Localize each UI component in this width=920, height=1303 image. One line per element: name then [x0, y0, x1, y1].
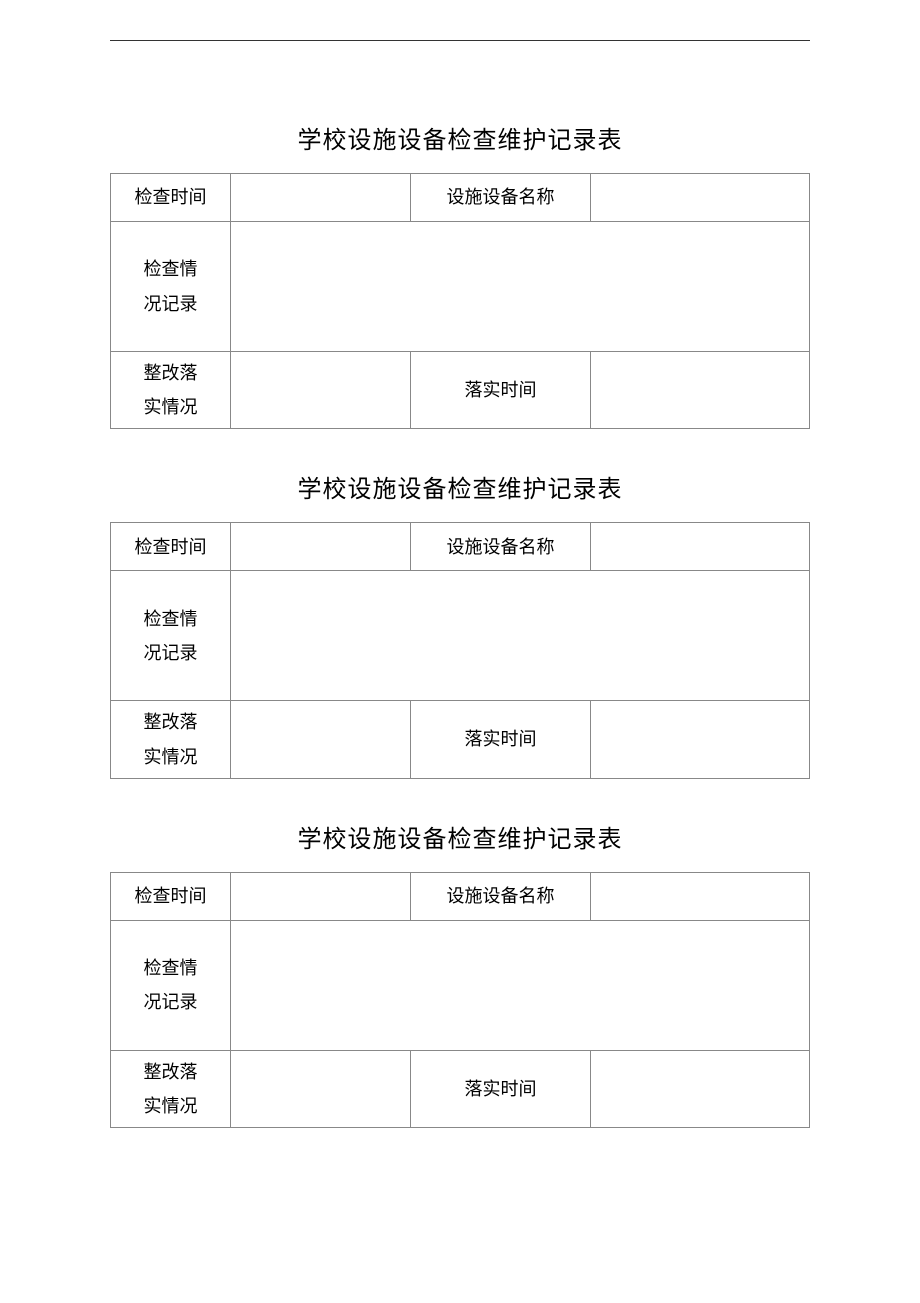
- table-row: 检查时间 设施设备名称: [111, 872, 810, 920]
- cell-equipment-name-label: 设施设备名称: [411, 872, 591, 920]
- cell-inspection-record-label: 检查情况记录: [111, 571, 231, 701]
- cell-inspection-record-value: [231, 571, 810, 701]
- form-table-1: 检查时间 设施设备名称 检查情况记录 整改落实情况 落实时间: [110, 173, 810, 429]
- cell-impl-time-label: 落实时间: [411, 701, 591, 778]
- form-title-1: 学校设施设备检查维护记录表: [110, 120, 810, 155]
- cell-equipment-name-value: [591, 174, 810, 222]
- table-row: 检查时间 设施设备名称: [111, 523, 810, 571]
- cell-equipment-name-value: [591, 872, 810, 920]
- cell-check-time-label: 检查时间: [111, 872, 231, 920]
- cell-equipment-name-value: [591, 523, 810, 571]
- cell-check-time-value: [231, 872, 411, 920]
- cell-impl-time-label: 落实时间: [411, 352, 591, 429]
- cell-equipment-name-label: 设施设备名称: [411, 523, 591, 571]
- table-row: 检查情况记录: [111, 571, 810, 701]
- cell-inspection-record-label: 检查情况记录: [111, 222, 231, 352]
- page-top-rule: [110, 40, 810, 41]
- table-row: 整改落实情况 落实时间: [111, 352, 810, 429]
- table-row: 检查情况记录: [111, 222, 810, 352]
- cell-equipment-name-label: 设施设备名称: [411, 174, 591, 222]
- cell-inspection-record-label: 检查情况记录: [111, 920, 231, 1050]
- cell-impl-time-value: [591, 352, 810, 429]
- form-block-1: 学校设施设备检查维护记录表 检查时间 设施设备名称 检查情况记录 整改落实情况: [110, 120, 810, 429]
- cell-impl-time-value: [591, 701, 810, 778]
- form-block-2: 学校设施设备检查维护记录表 检查时间 设施设备名称 检查情况记录 整改落实情况: [110, 469, 810, 778]
- form-block-3: 学校设施设备检查维护记录表 检查时间 设施设备名称 检查情况记录 整改落实情况: [110, 819, 810, 1128]
- form-title-2: 学校设施设备检查维护记录表: [110, 469, 810, 504]
- cell-check-time-label: 检查时间: [111, 174, 231, 222]
- table-row: 检查时间 设施设备名称: [111, 174, 810, 222]
- cell-inspection-record-value: [231, 222, 810, 352]
- cell-inspection-record-value: [231, 920, 810, 1050]
- cell-impl-time-label: 落实时间: [411, 1050, 591, 1127]
- form-table-2: 检查时间 设施设备名称 检查情况记录 整改落实情况 落实时间: [110, 522, 810, 778]
- form-title-3: 学校设施设备检查维护记录表: [110, 819, 810, 854]
- cell-impl-time-value: [591, 1050, 810, 1127]
- cell-check-time-value: [231, 174, 411, 222]
- form-table-3: 检查时间 设施设备名称 检查情况记录 整改落实情况 落实时间: [110, 872, 810, 1128]
- cell-check-time-value: [231, 523, 411, 571]
- cell-rectification-label: 整改落实情况: [111, 352, 231, 429]
- cell-check-time-label: 检查时间: [111, 523, 231, 571]
- cell-rectification-label: 整改落实情况: [111, 701, 231, 778]
- content-wrapper: 学校设施设备检查维护记录表 检查时间 设施设备名称 检查情况记录 整改落实情况: [0, 40, 920, 1128]
- cell-rectification-value: [231, 701, 411, 778]
- cell-rectification-label: 整改落实情况: [111, 1050, 231, 1127]
- table-row: 检查情况记录: [111, 920, 810, 1050]
- cell-rectification-value: [231, 1050, 411, 1127]
- table-row: 整改落实情况 落实时间: [111, 1050, 810, 1127]
- table-row: 整改落实情况 落实时间: [111, 701, 810, 778]
- cell-rectification-value: [231, 352, 411, 429]
